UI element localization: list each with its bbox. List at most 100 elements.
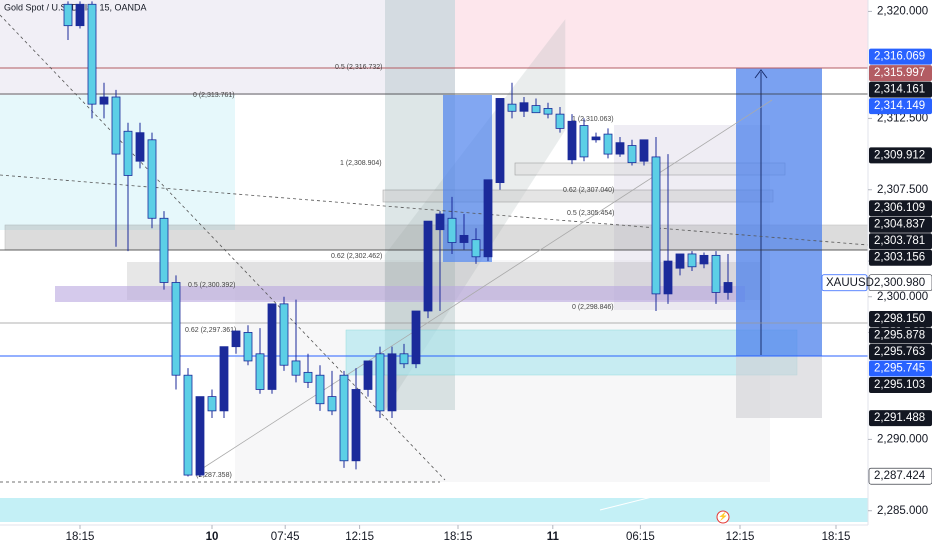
symbol-tag-label: XAUUSD: [826, 277, 874, 289]
chart-title: Gold Spot / U.S. Dollar, 15, OANDA: [4, 2, 147, 12]
y-tick-label: 2,320.000: [877, 5, 928, 17]
candle-body: [615, 142, 625, 155]
candle-body: [471, 239, 481, 258]
candle-body: [159, 217, 169, 283]
candle-body: [135, 132, 145, 162]
candle-body: [603, 133, 613, 155]
target-zone: [736, 68, 822, 356]
fib-label: 1 (2,310.063): [572, 116, 614, 123]
fib-label: 0.62 (2,302.462): [331, 253, 382, 260]
candle-body: [243, 332, 253, 362]
trend-line: [199, 99, 773, 471]
price-tag-label: 2,295.763: [874, 346, 925, 358]
price-tag-label: 2,306.109: [874, 202, 925, 214]
trend-line: [599, 494, 661, 511]
fib-label: 0.62 (2,297.361): [185, 327, 236, 334]
drawings: ⚡: [0, 0, 869, 526]
trend-line: [0, 174, 869, 246]
candle-body: [231, 330, 241, 348]
price-tag: [869, 343, 932, 360]
candle-body: [207, 396, 217, 412]
x-tick-label: 18:15: [66, 531, 95, 543]
price-tag-label: 2,303.781: [874, 235, 925, 247]
fib-label: 0.62 (2,307.040): [563, 187, 614, 194]
zone: [345, 329, 798, 376]
trend-line: [0, 14, 446, 481]
price-tag: [869, 327, 932, 344]
price-tag: [869, 410, 932, 427]
y-tick-label: 2,300.000: [877, 291, 928, 303]
fib-label: 0 (2,313.761): [193, 92, 235, 99]
symbol-tag: [821, 274, 868, 292]
candle-body: [315, 374, 325, 405]
event-icon-glyph: ⚡: [718, 511, 728, 521]
fib-label: (2,287.358): [196, 472, 232, 479]
x-tick-label: 10: [206, 531, 219, 543]
price-tag-label: 2,295.745: [874, 363, 925, 375]
x-tick-label: 12:15: [726, 531, 755, 543]
price-tag-label: 2,298.150: [874, 313, 925, 325]
candle-body: [459, 234, 469, 243]
price-tag-label: 2,300.980: [874, 277, 925, 289]
candle-body: [171, 282, 181, 376]
candle-body: [531, 105, 541, 114]
fib-label: 1 (2,308.904): [340, 160, 382, 167]
candle-body: [711, 254, 721, 293]
candle-body: [279, 303, 289, 366]
candle-body: [651, 156, 661, 295]
price-tag: [869, 200, 932, 217]
candle-body: [519, 102, 529, 112]
candle-body: [639, 139, 649, 162]
candle-body: [123, 130, 133, 176]
price-tag: [869, 81, 932, 98]
candle-body: [687, 253, 697, 268]
candle-body: [255, 353, 265, 390]
price-tag: [869, 48, 932, 65]
price-tag-label: 2,314.149: [874, 100, 925, 112]
price-tag: [868, 274, 932, 292]
candle-body: [579, 125, 589, 158]
candle-body: [87, 3, 97, 105]
price-tag-label: 2,287.424: [874, 470, 926, 482]
candle-body: [543, 108, 553, 115]
fib-label: 0.5 (2,316.732): [335, 64, 382, 71]
candle-body: [339, 374, 349, 462]
candle-body: [699, 254, 709, 265]
price-tag-label: 2,295.103: [874, 379, 925, 391]
candle-body: [351, 389, 361, 462]
stop-zone: [736, 356, 822, 418]
fib-label: 0.5 (2,305.454): [567, 210, 614, 217]
candle-body: [147, 139, 157, 219]
candle-body: [399, 353, 409, 365]
arrow-head: [754, 69, 768, 79]
candle-body: [663, 260, 673, 295]
candle-body: [195, 396, 205, 476]
candle-body: [99, 96, 109, 105]
candle-body: [75, 3, 85, 27]
price-tag-label: 2,315.997: [874, 67, 925, 79]
candle-body: [63, 3, 73, 27]
candle-body: [219, 346, 229, 412]
y-tick-label: 2,285.000: [877, 505, 928, 517]
x-tick-label: 18:15: [822, 531, 851, 543]
price-tag-label: 2,303.156: [874, 252, 925, 264]
candle-body: [423, 220, 433, 312]
x-tick-label: 06:15: [626, 531, 655, 543]
price-tag-label: 2,314.161: [874, 84, 925, 96]
candle-body: [567, 120, 577, 161]
candle-body: [411, 310, 421, 365]
price-tag: [869, 310, 932, 327]
candle-body: [291, 360, 301, 376]
candle-body: [627, 145, 637, 164]
event-icon[interactable]: [716, 510, 730, 524]
price-tag: [869, 147, 932, 164]
x-tick-label: 11: [547, 531, 560, 543]
price-tag-label: 2,295.878: [874, 330, 925, 342]
x-tick-label: 18:15: [444, 531, 473, 543]
x-tick-label: 12:15: [345, 531, 374, 543]
candle-body: [723, 282, 733, 293]
price-tag: [869, 376, 932, 393]
candle-body: [435, 213, 445, 231]
candle-body: [363, 360, 373, 390]
